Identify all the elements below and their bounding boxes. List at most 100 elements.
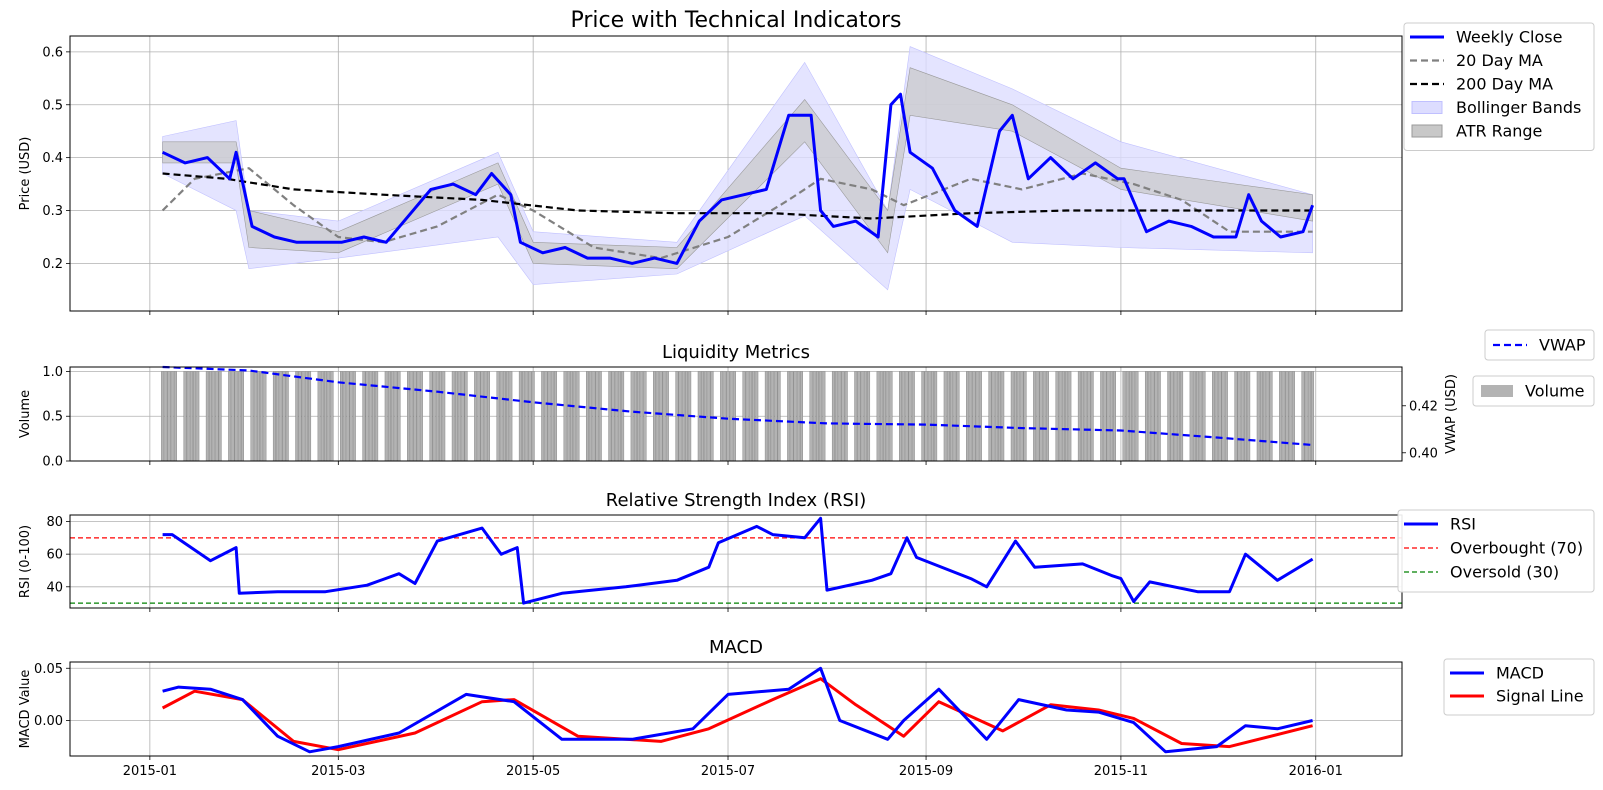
volume-bar	[1189, 371, 1193, 462]
volume-bar	[777, 371, 781, 462]
volume-bar	[1263, 371, 1267, 462]
legend-volume: Volume	[1472, 375, 1595, 407]
y-tick-label: 0.0	[42, 455, 63, 470]
volume-bar	[720, 371, 724, 462]
volume-bar	[161, 371, 165, 462]
volume-bar	[841, 371, 845, 462]
volume-bar	[455, 371, 458, 462]
volume-bar	[710, 371, 714, 462]
y-axis-label: MACD Value	[18, 670, 33, 749]
volume-bar	[822, 371, 826, 462]
volume-bar	[550, 371, 554, 462]
volume-bar	[228, 371, 232, 462]
volume-bar	[1014, 371, 1017, 462]
volume-bar	[432, 371, 436, 462]
y-tick-label: 80	[46, 515, 63, 530]
volume-bar	[196, 371, 200, 462]
volume-bar	[1045, 371, 1049, 462]
volume-bar	[496, 371, 500, 462]
volume-bar	[1240, 371, 1244, 462]
volume-bar	[474, 371, 478, 462]
panel-1-title: Price with Technical Indicators	[570, 8, 901, 33]
volume-bar	[215, 371, 219, 462]
volume-bar	[1036, 371, 1040, 462]
volume-bar	[752, 371, 756, 462]
volume-bar	[857, 371, 861, 462]
y-tick-label: 0.00	[34, 714, 63, 729]
volume-bar	[1221, 371, 1225, 462]
legend-item-oversold-30-: Oversold (30)	[1450, 563, 1559, 582]
volume-bar	[439, 371, 443, 462]
volume-bar	[1135, 371, 1139, 462]
volume-bar	[566, 371, 570, 462]
volume-bar	[809, 371, 813, 462]
volume-bar	[442, 371, 446, 462]
volume-bar	[1157, 371, 1161, 462]
volume-bar	[815, 371, 819, 462]
volume-bar	[285, 371, 289, 462]
panel-1: Price with Technical Indicators 0.2 0.3 0.4…	[18, 8, 1595, 315]
series-200-day-ma-line	[162, 172, 1313, 220]
volume-bar	[544, 371, 548, 462]
volume-bar	[189, 371, 193, 462]
volume-bar	[838, 371, 842, 462]
axes-frame	[69, 514, 1403, 609]
volume-bar	[340, 371, 343, 462]
volume-bar	[576, 371, 580, 462]
volume-bar	[969, 371, 973, 462]
y-tick-label: 60	[46, 548, 63, 563]
volume-bar	[1100, 371, 1104, 462]
volume-bar	[1269, 371, 1273, 462]
volume-bar	[1311, 371, 1315, 462]
volume-bar	[1256, 371, 1260, 462]
volume-bar	[1148, 371, 1152, 462]
volume-bar	[1087, 371, 1091, 462]
panel-2: Liquidity Metrics 0.0 0.5 1.0 Volume 0.40 0.42…	[18, 329, 1595, 470]
volume-bar	[183, 371, 187, 462]
volume-bar	[1109, 371, 1113, 462]
legend-item-atr-range: ATR Range	[1456, 122, 1542, 141]
legend-item-macd: MACD	[1496, 664, 1544, 683]
x-tick-label: 2016-01	[1289, 764, 1343, 779]
volume-bar	[483, 371, 487, 462]
volume-bar	[800, 371, 803, 462]
volume-bar	[991, 371, 995, 462]
volume-bar	[1259, 371, 1263, 462]
axes-frame	[69, 35, 1403, 312]
axes-frame	[69, 366, 1403, 462]
volume-bar	[260, 371, 264, 462]
volume-bar	[883, 371, 887, 462]
volume-bar	[1039, 371, 1043, 462]
volume-bar	[563, 371, 567, 462]
volume-bar	[966, 371, 970, 462]
volume-bar	[879, 371, 883, 462]
volume-bar	[1180, 371, 1184, 462]
volume-bar	[1192, 371, 1196, 462]
volume-bar	[256, 371, 260, 462]
x-tick-label: 2015-05	[506, 764, 560, 779]
volume-bar	[525, 371, 529, 462]
volume-bar	[972, 371, 976, 462]
volume-bar	[231, 371, 235, 462]
volume-bar	[908, 371, 912, 462]
volume-bar	[1237, 371, 1241, 462]
x-tick-label: 2015-09	[899, 764, 953, 779]
volume-bar	[531, 371, 535, 462]
volume-bar	[831, 371, 835, 462]
volume-bar	[876, 371, 880, 462]
series-vwap-line	[162, 365, 1313, 447]
legend-item-volume-swatch	[1481, 385, 1513, 397]
y-right-axis-label: VWAP (USD)	[1444, 374, 1459, 454]
volume-bar	[1144, 371, 1148, 462]
volume-bar	[480, 371, 484, 462]
volume-bar	[506, 371, 510, 462]
volume-bar	[1058, 371, 1062, 462]
volume-bar	[1282, 371, 1286, 462]
volume-bar	[755, 371, 759, 462]
volume-bar	[410, 371, 414, 462]
series-macd-line	[162, 666, 1313, 754]
x-tick-label: 2015-03	[311, 764, 365, 779]
volume-bar	[1154, 371, 1158, 462]
volume-bar	[349, 371, 353, 462]
volume-bar	[528, 371, 532, 462]
